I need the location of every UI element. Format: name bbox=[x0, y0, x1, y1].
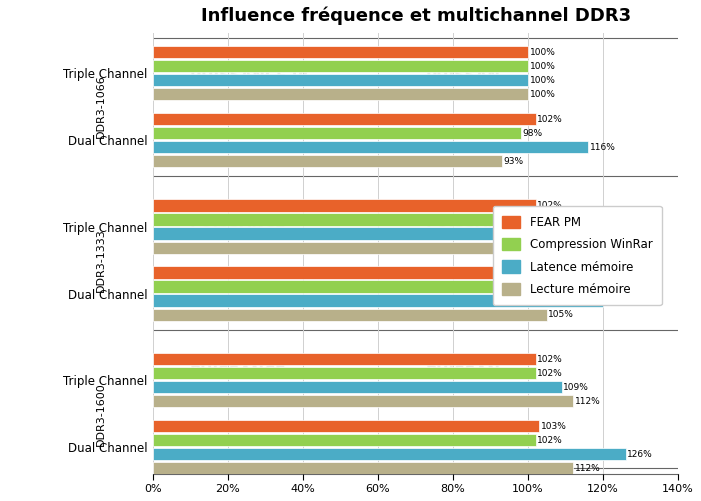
Text: 105%: 105% bbox=[548, 310, 574, 319]
Text: 102%: 102% bbox=[537, 355, 563, 364]
Text: 103%: 103% bbox=[541, 229, 566, 238]
Bar bbox=[153, 213, 532, 226]
Text: DDR3-1333: DDR3-1333 bbox=[95, 228, 105, 292]
Text: PUISSAN: PUISSAN bbox=[426, 69, 501, 84]
Text: 102%: 102% bbox=[537, 201, 563, 210]
Bar bbox=[153, 227, 539, 240]
Bar bbox=[153, 60, 528, 72]
Text: 105%: 105% bbox=[548, 243, 574, 252]
Bar bbox=[153, 113, 536, 125]
Text: 93%: 93% bbox=[503, 157, 524, 166]
Text: 112%: 112% bbox=[575, 464, 600, 473]
Text: 102%: 102% bbox=[537, 115, 563, 124]
Text: 103%: 103% bbox=[541, 421, 566, 430]
Text: 100%: 100% bbox=[530, 90, 555, 99]
Bar bbox=[153, 448, 626, 460]
Bar bbox=[153, 141, 588, 153]
Text: 120%: 120% bbox=[605, 296, 630, 305]
Text: 112%: 112% bbox=[575, 397, 600, 406]
Bar bbox=[153, 381, 562, 393]
Bar bbox=[153, 462, 573, 474]
Text: 101%: 101% bbox=[533, 282, 559, 291]
Bar bbox=[153, 420, 539, 432]
Text: 126%: 126% bbox=[627, 450, 653, 459]
Bar bbox=[153, 367, 536, 379]
Legend: FEAR PM, Compression WinRar, Latence mémoire, Lecture mémoire: FEAR PM, Compression WinRar, Latence mém… bbox=[493, 206, 662, 306]
Text: PUISSAN: PUISSAN bbox=[426, 365, 501, 380]
Text: 98%: 98% bbox=[522, 129, 543, 138]
Text: PUISSANCE PC: PUISSANCE PC bbox=[190, 69, 314, 84]
Bar bbox=[153, 46, 528, 58]
Bar bbox=[153, 295, 603, 307]
Text: PUISSANCE: PUISSANCE bbox=[190, 365, 286, 380]
Text: 109%: 109% bbox=[564, 383, 590, 392]
Bar bbox=[153, 395, 573, 407]
Title: Influence fréquence et multichannel DDR3: Influence fréquence et multichannel DDR3 bbox=[200, 7, 631, 26]
Text: 116%: 116% bbox=[590, 143, 615, 152]
Text: 100%: 100% bbox=[530, 62, 555, 71]
Text: 102%: 102% bbox=[537, 436, 563, 444]
Text: 100%: 100% bbox=[530, 76, 555, 85]
Bar bbox=[153, 353, 536, 365]
Text: DDR3-1600: DDR3-1600 bbox=[95, 382, 105, 445]
Bar bbox=[153, 281, 532, 293]
Text: 101%: 101% bbox=[533, 215, 559, 224]
Bar bbox=[153, 127, 521, 139]
Bar bbox=[153, 199, 536, 212]
Text: 100%: 100% bbox=[530, 48, 555, 57]
Bar bbox=[153, 267, 536, 279]
Text: 102%: 102% bbox=[537, 369, 563, 378]
Bar bbox=[153, 434, 536, 446]
Bar bbox=[153, 309, 547, 321]
Text: PUISSANCE: PUISSANCE bbox=[190, 215, 286, 230]
Bar bbox=[153, 74, 528, 86]
Bar bbox=[153, 155, 502, 167]
Text: 102%: 102% bbox=[537, 268, 563, 277]
Bar bbox=[153, 241, 547, 254]
Text: DDR3-1066: DDR3-1066 bbox=[95, 75, 105, 138]
Text: PUISSAN: PUISSAN bbox=[426, 215, 501, 230]
Bar bbox=[153, 88, 528, 100]
